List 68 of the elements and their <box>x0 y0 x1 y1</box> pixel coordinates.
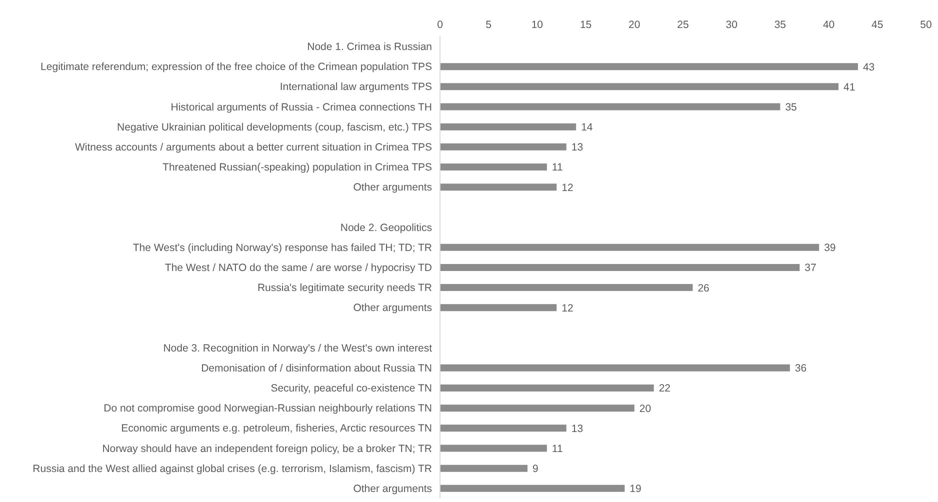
bar <box>440 384 654 392</box>
y-tick-label: The West's (including Norway's) response has failed TH; TD; TR <box>132 242 432 254</box>
y-tick-label: Threatened Russian(-speaking) population in Crimea TPS <box>162 162 432 174</box>
x-tick-label: 30 <box>726 19 738 31</box>
data-label: 13 <box>571 422 584 435</box>
bar <box>440 404 634 412</box>
bar <box>440 284 693 292</box>
data-label: 12 <box>562 182 574 194</box>
y-tick-label: Demonisation of / disinformation about Russia TN <box>201 362 432 374</box>
bar <box>440 464 528 472</box>
x-tick-label: 50 <box>920 19 932 31</box>
data-label: 20 <box>639 402 652 415</box>
y-tick-label: Security, peaceful co-existence TN <box>270 382 432 395</box>
y-tick-label: Negative Ukrainian political developments (coup, fascism, etc.) TPS <box>117 121 432 134</box>
bar <box>440 264 800 271</box>
data-label: 11 <box>552 442 563 455</box>
data-label: 36 <box>794 362 807 375</box>
bar <box>440 143 566 150</box>
x-tick-label: 40 <box>822 19 835 31</box>
y-tick-label: Node 3. Recognition in Norway's / the West's own interest <box>163 342 432 354</box>
y-tick-label: Norway should have an independent foreign policy, be a broker TN; TR <box>102 442 432 455</box>
y-tick-label: Other arguments <box>353 182 432 194</box>
y-tick-label: The West / NATO do the same / are worse / hypocrisy TD <box>164 262 432 274</box>
data-label: 26 <box>698 282 710 294</box>
bar <box>440 304 557 312</box>
y-tick-label: Russia and the West allied against global crises (e.g. terrorism, Islamism, fascism) TR <box>32 462 432 475</box>
data-label: 41 <box>844 81 856 94</box>
y-tick-label: Do not compromise good Norwegian-Russian neighbourly relations TN <box>104 402 432 415</box>
bar <box>440 103 780 110</box>
data-label: 12 <box>562 302 574 314</box>
bar <box>440 184 557 191</box>
y-tick-label: Historical arguments of Russia - Crimea connections TH <box>170 101 432 114</box>
bar <box>440 63 858 70</box>
data-label: 11 <box>552 162 563 174</box>
bar <box>440 444 547 452</box>
y-tick-label: Other arguments <box>353 482 432 495</box>
x-tick-label: 5 <box>486 19 492 31</box>
y-tick-label: Node 1. Crimea is Russian <box>307 41 432 54</box>
x-tick-label: 45 <box>872 19 884 31</box>
bar <box>440 484 625 492</box>
bar <box>440 364 790 372</box>
y-tick-label: Russia's legitimate security needs TR <box>257 282 432 294</box>
x-tick-label: 15 <box>580 19 592 31</box>
data-label: 14 <box>581 122 593 134</box>
y-tick-label: Node 2. Geopolitics <box>340 222 432 234</box>
bar <box>440 123 576 130</box>
x-tick-label: 20 <box>628 19 640 31</box>
y-tick-label: Witness accounts / arguments about a better current situation in Crimea TPS <box>75 141 432 154</box>
y-tick-label: International law arguments TPS <box>280 81 432 94</box>
bar <box>440 424 566 432</box>
bar <box>440 83 839 90</box>
x-tick-label: 25 <box>677 19 689 31</box>
x-tick-label: 35 <box>774 19 786 31</box>
y-tick-label: Legitimate referendum; expression of the free choice of the Crimean population TPS <box>40 61 432 74</box>
data-label: 39 <box>824 242 836 254</box>
data-label: 35 <box>785 101 798 114</box>
x-tick-label: 10 <box>531 19 544 31</box>
data-label: 22 <box>658 382 671 395</box>
y-tick-label: Economic arguments e.g. petroleum, fisheries, Arctic resources TN <box>121 422 432 435</box>
data-label: 9 <box>532 463 538 476</box>
data-label: 19 <box>630 483 642 496</box>
data-label: 43 <box>862 61 875 74</box>
y-tick-label: Other arguments <box>353 302 432 314</box>
bar <box>440 164 547 171</box>
data-label: 37 <box>804 262 816 274</box>
x-tick-label: 0 <box>437 19 444 31</box>
bar <box>440 244 820 251</box>
data-label: 13 <box>571 142 584 154</box>
